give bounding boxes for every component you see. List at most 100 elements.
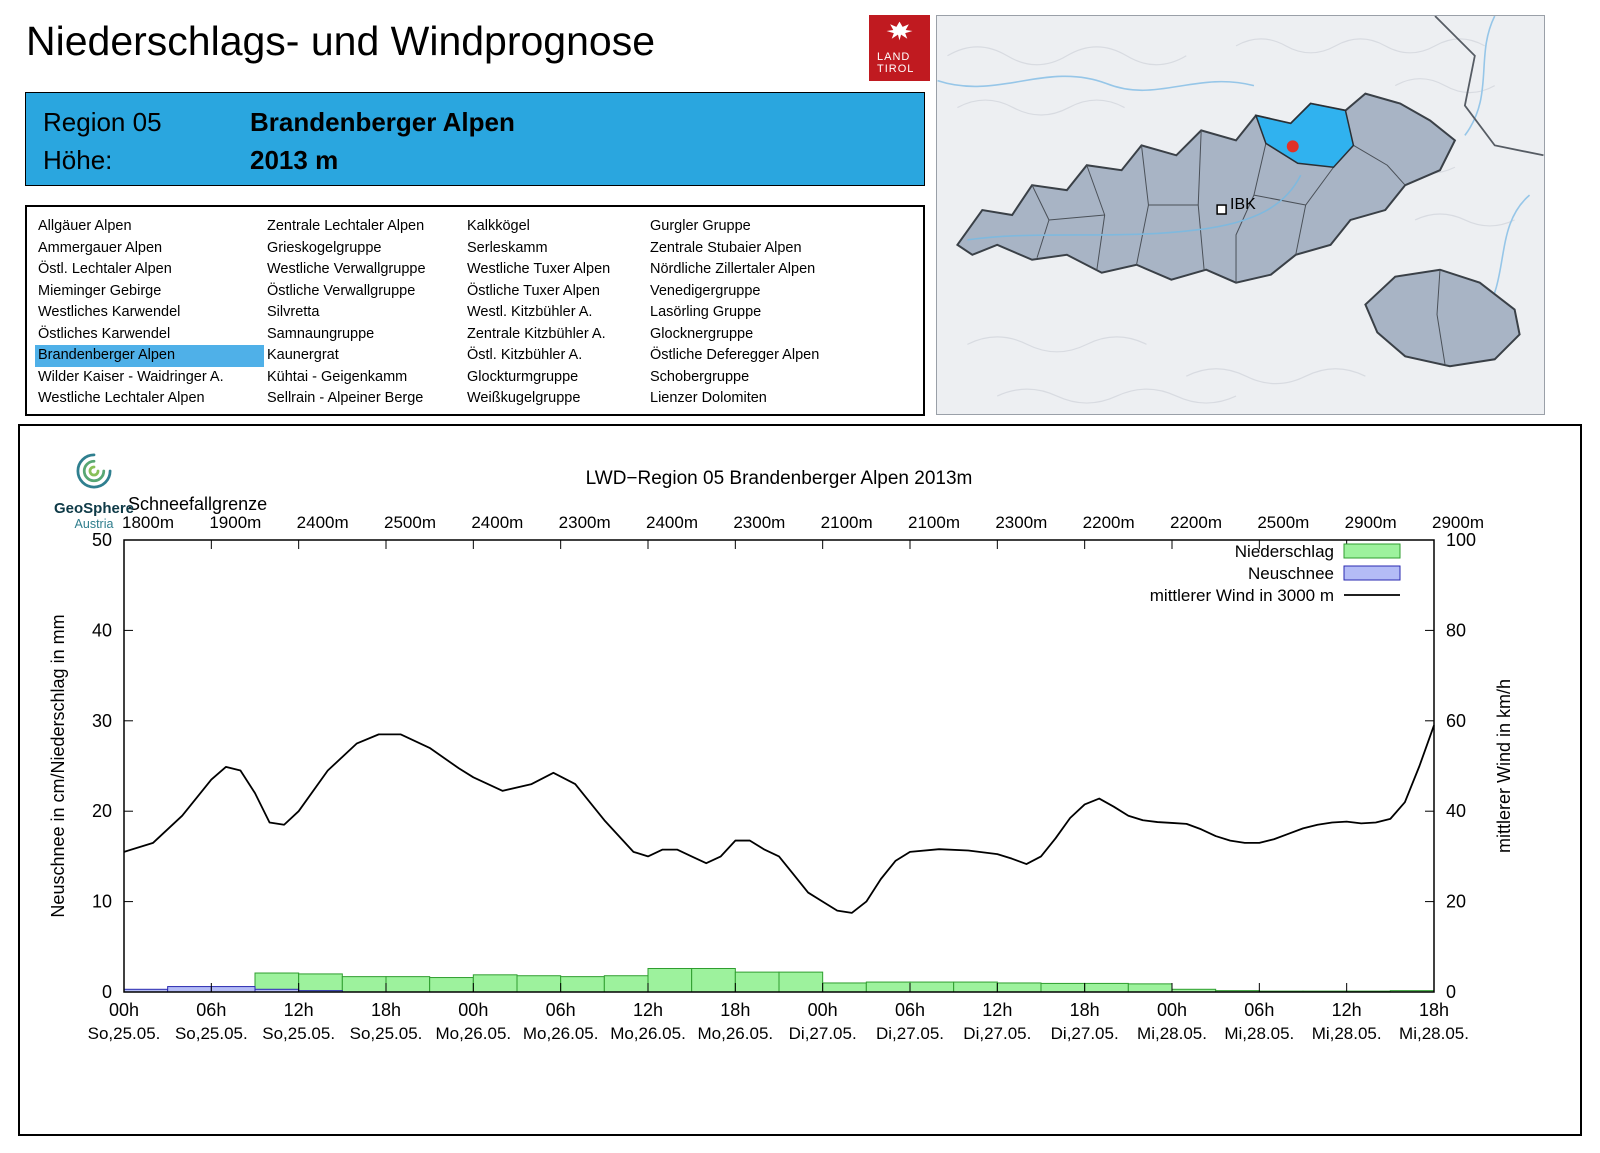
x-axis-hour-label: 06h: [1244, 1000, 1274, 1020]
region-list-item[interactable]: Weißkugelgruppe: [467, 390, 581, 406]
region-list-item[interactable]: Östliche Tuxer Alpen: [467, 282, 600, 299]
region-list-item[interactable]: Allgäuer Alpen: [38, 218, 132, 234]
niederschlag-bar: [341, 976, 387, 993]
region-list-column: Gurgler Gruppe Zentrale Stubaier Alpen Nör…: [647, 216, 823, 414]
legend-label: Neuschnee: [1248, 564, 1334, 583]
region-list-item[interactable]: Östliches Karwendel: [38, 325, 171, 342]
region-list-item[interactable]: Kalkkögel: [467, 218, 530, 234]
region-list-item[interactable]: Lienzer Dolomiten: [650, 390, 767, 406]
region-list-item[interactable]: Östl. Lechtaler Alpen: [38, 261, 172, 277]
niederschlag-bar: [647, 967, 693, 993]
geosphere-logo-subtext: Austria: [74, 517, 114, 531]
region-list-item[interactable]: Westl. Kitzbühler A.: [467, 304, 593, 320]
y-axis-tick-label: 30: [92, 711, 112, 731]
map-district[interactable]: [1364, 268, 1521, 368]
region-list-item[interactable]: Östliche Deferegger Alpen: [650, 347, 820, 363]
niederschlag-bar: [865, 981, 911, 993]
region-list-item[interactable]: Mieminger Gebirge: [38, 282, 162, 299]
region-list-item[interactable]: Brandenberger Alpen: [35, 345, 264, 367]
snowline-value: 2200m: [1170, 513, 1222, 532]
snowline-value: 2400m: [297, 513, 349, 532]
land-tirol-logo-text: LAND TIROL: [869, 51, 930, 75]
plot-border: [123, 539, 1435, 993]
niederschlag-bar: [429, 977, 474, 993]
x-axis-date-label: Mo,26.05.: [523, 1024, 599, 1043]
y2-axis-tick-label: 80: [1446, 620, 1466, 640]
niederschlag-bar: [953, 981, 998, 993]
x-axis-hour-label: 12h: [982, 1000, 1012, 1020]
x-axis-date-label: Mi,28.05.: [1399, 1024, 1469, 1043]
region-list-item[interactable]: Serleskamm: [467, 239, 548, 256]
region-list-item[interactable]: Östliche Verwallgruppe: [267, 282, 416, 299]
region-list: Allgäuer Alpen Ammergauer Alpen Östl. Lech…: [25, 205, 925, 416]
map-district-borders: [1031, 115, 1406, 283]
land-tirol-logo: LAND TIROL: [869, 15, 930, 81]
region-list-item[interactable]: Westliche Lechtaler Alpen: [38, 390, 205, 406]
x-axis-hour-label: 18h: [1070, 1000, 1100, 1020]
region-list-item[interactable]: Samnaungruppe: [267, 325, 375, 342]
y2-axis-tick-label: 0: [1446, 982, 1456, 1002]
region-list-item[interactable]: Westliche Tuxer Alpen: [467, 261, 611, 277]
region-list-item[interactable]: Silvretta: [267, 304, 320, 320]
region-list-item[interactable]: Wilder Kaiser - Waidringer A.: [38, 368, 224, 385]
region-list-item[interactable]: Östl. Kitzbühler A.: [467, 347, 583, 363]
neuschnee-bar: [210, 986, 256, 993]
x-axis-hour-label: 00h: [808, 1000, 838, 1020]
y-axis-tick-label: 20: [92, 801, 112, 821]
logo-land-word: LAND: [877, 51, 911, 63]
y2-axis-tick-label: 20: [1446, 892, 1466, 912]
niederschlag-bar: [1127, 983, 1173, 993]
snowline-value: 2400m: [646, 513, 698, 532]
region-list-item[interactable]: Lasörling Gruppe: [650, 304, 762, 320]
snowline-value: 2100m: [821, 513, 873, 532]
niederschlag-bar: [560, 976, 605, 993]
region-list-item[interactable]: Zentrale Stubaier Alpen: [650, 239, 802, 256]
region-list-column: Zentrale Lechtaler Alpen Grieskogelgruppe…: [264, 216, 464, 414]
geosphere-swirl-icon: [76, 453, 112, 489]
map-national-border: [1434, 15, 1544, 157]
region-list-item[interactable]: Westliches Karwendel: [38, 304, 181, 320]
niederschlag-bar: [822, 982, 867, 993]
region-list-column: Allgäuer Alpen Ammergauer Alpen Östl. Lech…: [35, 216, 264, 414]
region-list-item[interactable]: Gurgler Gruppe: [650, 218, 751, 234]
region-list-item[interactable]: Nördliche Zillertaler Alpen: [650, 261, 816, 277]
region-list-item[interactable]: Ammergauer Alpen: [38, 239, 163, 256]
geosphere-logo-text: GeoSphere: [53, 500, 135, 517]
region-list-item[interactable]: Glocknergruppe: [650, 325, 754, 342]
elevation-label: Höhe:: [43, 145, 113, 175]
wind-line: [123, 725, 1435, 914]
region-list-item[interactable]: Glockturmgruppe: [467, 368, 579, 385]
region-name-value: Brandenberger Alpen: [250, 107, 515, 137]
map-region-selected[interactable]: [1254, 102, 1355, 169]
snowline-value: 2100m: [908, 513, 960, 532]
snowline-label: Schneefallgrenze: [128, 494, 267, 514]
forecast-chart: 0 0 10 20 20 40 30 60 40 80 50 100 00h So,25.05. 1800m…: [48, 468, 1514, 1043]
region-list-item[interactable]: Sellrain - Alpeiner Berge: [267, 390, 424, 406]
niederschlag-bar: [1084, 982, 1129, 993]
region-list-item[interactable]: Westliche Verwallgruppe: [267, 261, 426, 277]
niederschlag-bar: [472, 974, 518, 993]
region-list-item[interactable]: Schobergruppe: [650, 368, 750, 385]
legend-label: mittlerer Wind in 3000 m: [1150, 586, 1334, 605]
snowline-value: 2900m: [1432, 513, 1484, 532]
y-axis-tick-label: 50: [92, 530, 112, 550]
region-list-item[interactable]: Venedigergruppe: [650, 282, 761, 299]
region-list-item[interactable]: Zentrale Lechtaler Alpen: [267, 218, 425, 234]
region-list-item[interactable]: Kaunergrat: [267, 347, 339, 363]
y2-axis-title: mittlerer Wind in km/h: [1494, 679, 1514, 853]
snowline-value: 2300m: [733, 513, 785, 532]
niederschlag-bar: [603, 975, 649, 993]
x-axis-date-label: So,25.05.: [262, 1024, 335, 1043]
x-axis-date-label: Mo,26.05.: [698, 1024, 774, 1043]
x-axis-hour-label: 12h: [1332, 1000, 1362, 1020]
x-axis-hour-label: 18h: [371, 1000, 401, 1020]
region-list-item[interactable]: Zentrale Kitzbühler A.: [467, 325, 606, 342]
region-list-item[interactable]: Kühtai - Geigenkamm: [267, 368, 408, 385]
elevation-value: 2013 m: [250, 145, 339, 175]
map-district-border: [1436, 269, 1446, 365]
y-axis-tick-label: 40: [92, 620, 112, 640]
geosphere-logo: GeoSphere Austria: [32, 448, 156, 531]
snowline-value: 2300m: [559, 513, 611, 532]
region-list-item[interactable]: Grieskogelgruppe: [267, 239, 382, 256]
